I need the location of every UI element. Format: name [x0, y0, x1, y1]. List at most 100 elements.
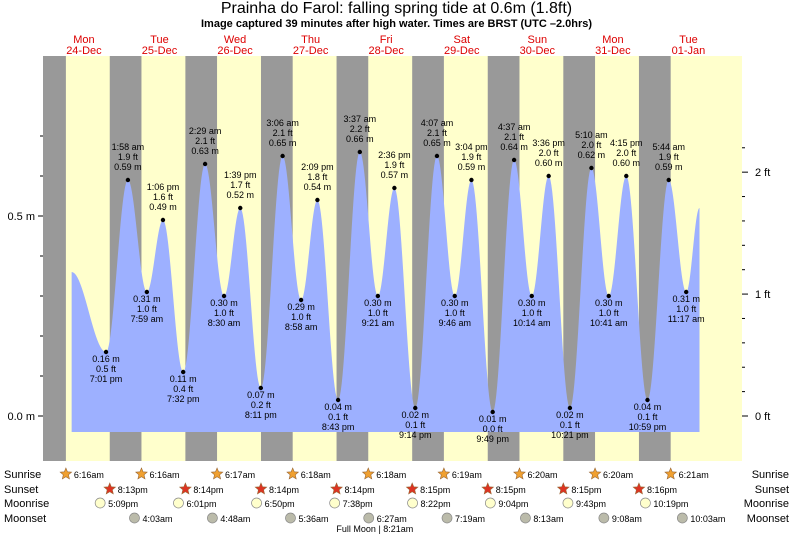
high-tide-label: 1.9 ft	[384, 160, 405, 170]
high-tide-label: 0.52 m	[227, 190, 255, 200]
sunset-icon	[405, 482, 419, 495]
tide-curve	[71, 152, 700, 432]
low-tide-label: 9:46 am	[438, 318, 471, 328]
chart-title: Prainha do Farol: falling spring tide at…	[220, 0, 573, 17]
tide-point	[202, 161, 208, 167]
tide-point	[511, 157, 517, 163]
sunrise-icon	[210, 467, 224, 480]
high-tide-label: 0.54 m	[304, 182, 332, 192]
day-date-label: 26-Dec	[217, 45, 253, 57]
sunset-row-label-left: Sunset	[4, 484, 38, 496]
low-tide-label: 0.5 ft	[96, 364, 117, 374]
right-axis-label: 1 ft	[755, 289, 770, 301]
sunset-time: 8:16pm	[647, 485, 677, 495]
tide-point	[645, 397, 650, 403]
day-name-label: Sun	[528, 34, 548, 46]
high-tide-label: 1.9 ft	[118, 152, 139, 162]
sunrise-time: 6:16am	[74, 470, 104, 480]
low-tide-label: 0.30 m	[441, 298, 469, 308]
low-tide-label: 10:59 pm	[629, 422, 667, 432]
tide-point	[103, 349, 109, 355]
tide-point	[546, 173, 551, 179]
sunset-icon	[481, 482, 495, 495]
high-tide-label: 0.63 m	[191, 146, 219, 156]
high-tide-label: 0.59 m	[114, 162, 142, 172]
sunset-time: 8:15pm	[496, 485, 526, 495]
low-tide-label: 1.0 ft	[445, 308, 466, 318]
sunset-icon	[103, 482, 117, 495]
day-name-label: Fri	[380, 34, 393, 46]
low-tide-label: 8:43 pm	[322, 422, 355, 432]
moonset-row-label-left: Moonset	[4, 513, 46, 525]
low-tide-label: 0.02 m	[556, 410, 584, 420]
moonrise-icon	[329, 497, 341, 509]
high-tide-label: 2.1 ft	[195, 136, 216, 146]
high-tide-label: 3:37 am	[344, 114, 377, 124]
sunset-time: 8:14pm	[269, 485, 299, 495]
day-date-label: 29-Dec	[444, 45, 480, 57]
sunrise-icon	[286, 467, 300, 480]
high-tide-label: 2.2 ft	[350, 124, 371, 134]
moonrise-icon	[640, 497, 651, 509]
low-tide-label: 1.0 ft	[137, 304, 158, 314]
sunset-time: 8:14pm	[193, 485, 223, 495]
moonrise-time: 9:04pm	[498, 499, 528, 509]
low-tide-label: 0.30 m	[595, 298, 623, 308]
low-tide-label: 7:32 pm	[167, 394, 200, 404]
high-tide-label: 5:44 am	[652, 142, 685, 152]
moonset-icon	[598, 512, 610, 524]
low-tide-label: 0.07 m	[247, 390, 275, 400]
moonset-time: 4:48am	[220, 514, 250, 524]
moonrise-icon	[173, 497, 184, 509]
high-tide-label: 0.59 m	[655, 162, 683, 172]
high-tide-label: 3:36 pm	[532, 138, 565, 148]
high-tide-label: 2.0 ft	[581, 140, 602, 150]
moonset-time: 9:08am	[612, 514, 642, 524]
high-tide-label: 0.57 m	[381, 170, 409, 180]
tide-point	[144, 289, 150, 295]
high-tide-label: 4:37 am	[498, 122, 531, 132]
day-name-label: Tue	[679, 34, 698, 46]
day-date-label: 28-Dec	[368, 45, 404, 57]
low-tide-label: 0.30 m	[364, 298, 392, 308]
tide-point	[280, 153, 285, 159]
high-tide-label: 0.59 m	[458, 162, 486, 172]
high-tide-label: 2:36 pm	[378, 150, 411, 160]
moonrise-time: 9:43pm	[576, 499, 606, 509]
tide-point	[490, 409, 495, 415]
high-tide-label: 0.60 m	[535, 158, 563, 168]
low-tide-label: 10:14 am	[513, 318, 551, 328]
day-name-label: Tue	[150, 34, 169, 46]
day-date-label: 24-Dec	[66, 45, 102, 57]
high-tide-label: 4:07 am	[421, 118, 454, 128]
left-axis-label: 0.5 m	[7, 211, 35, 223]
tide-point	[125, 177, 131, 183]
tide-point	[589, 165, 594, 171]
moonset-time: 10:03am	[690, 514, 725, 524]
tide-point	[335, 397, 341, 403]
sunrise-time: 6:21am	[679, 470, 709, 480]
low-tide-label: 0.1 ft	[405, 420, 426, 430]
day-name-label: Mon	[73, 34, 94, 46]
moonrise-icon	[484, 497, 496, 509]
low-tide-label: 7:59 am	[131, 314, 164, 324]
sunset-icon	[556, 482, 570, 495]
day-name-label: Sat	[454, 34, 471, 46]
sunset-icon	[254, 482, 268, 495]
tide-point	[452, 293, 457, 299]
sunrise-icon	[513, 467, 526, 480]
high-tide-label: 2:29 am	[189, 126, 222, 136]
right-axis-label: 2 ft	[755, 167, 770, 179]
low-tide-label: 1.0 ft	[368, 308, 389, 318]
moonset-icon	[207, 512, 218, 524]
low-tide-label: 0.1 ft	[637, 412, 658, 422]
day-date-label: 27-Dec	[293, 45, 329, 57]
high-tide-label: 4:15 pm	[610, 138, 643, 148]
chart-subtitle: Image captured 39 minutes after high wat…	[200, 18, 593, 30]
sunrise-icon	[664, 467, 678, 480]
high-tide-label: 0.60 m	[613, 158, 641, 168]
tide-point	[434, 153, 440, 159]
moonset-time: 5:36am	[298, 514, 328, 524]
moonset-icon	[285, 512, 296, 524]
